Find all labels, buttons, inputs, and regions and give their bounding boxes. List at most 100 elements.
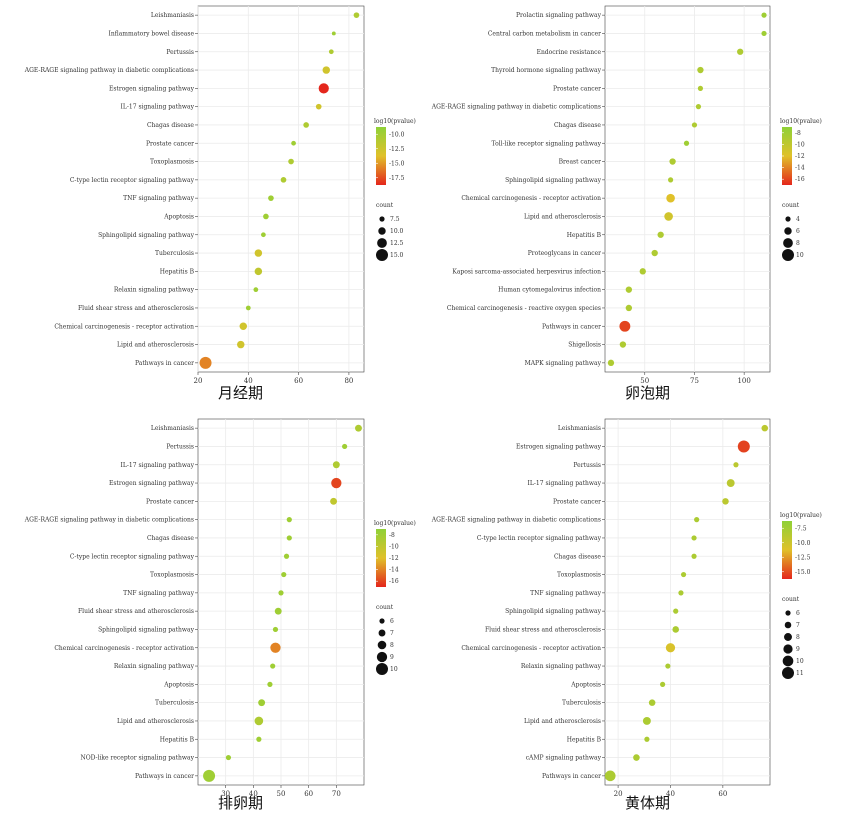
size-legend-dot (782, 667, 794, 679)
category-label: TNF signaling pathway (530, 590, 601, 597)
data-point (694, 517, 700, 523)
category-label: cAMP signaling pathway (526, 755, 602, 762)
data-point (648, 699, 656, 706)
size-legend-title: count (782, 596, 800, 603)
data-point (281, 571, 287, 578)
size-legend-dot (783, 644, 793, 654)
category-label: Chagas disease (554, 553, 601, 560)
data-point (258, 699, 266, 707)
color-legend-label: -16 (389, 578, 399, 585)
category-label: IL-17 signaling pathway (121, 104, 195, 111)
category-label: Breast cancer (559, 159, 602, 166)
category-label: Prostate cancer (146, 140, 194, 147)
category-label: NOD-like receptor signaling pathway (80, 755, 194, 762)
color-legend-label: -8 (795, 130, 801, 137)
size-legend-dot (784, 227, 792, 235)
category-label: Pathways in cancer (135, 360, 194, 367)
data-point (225, 754, 232, 761)
color-legend-label: -16 (795, 176, 805, 183)
category-label: C-type lectin receptor signaling pathway (70, 553, 195, 560)
category-label: Central carbon metabolism in cancer (488, 30, 601, 37)
chart-panel-2: Prolactin signaling pathway Central carbo… (431, 5, 822, 402)
chart-panel-4: Leishmaniasis Estrogen signaling pathway P… (431, 418, 822, 812)
size-legend-label: 10 (390, 666, 398, 673)
size-legend-label: 4 (796, 216, 800, 223)
color-legend-title: log10(pvalue) (780, 118, 822, 125)
color-legend-label: -17.5 (389, 175, 405, 182)
category-label: Chemical carcinogenesis - reactive oxyge… (447, 305, 601, 312)
data-point (625, 286, 633, 293)
size-legend-label: 9 (390, 654, 394, 661)
size-legend-label: 12.5 (390, 240, 404, 247)
color-legend-title: log10(pvalue) (780, 512, 822, 519)
category-label: Pertussis (166, 443, 194, 450)
data-point (286, 535, 292, 541)
category-label: Pertussis (166, 49, 194, 56)
category-label: Thyroid hormone signaling pathway (491, 67, 602, 74)
size-legend-label: 10 (796, 252, 804, 259)
size-legend-label: 10.0 (390, 228, 404, 235)
size-legend-dot (376, 663, 388, 675)
category-label: Leishmaniasis (558, 425, 601, 432)
x-tick-label: 50 (277, 790, 286, 798)
category-label: C-type lectin receptor signaling pathway (70, 177, 195, 184)
size-legend-title: count (376, 202, 394, 209)
category-label: C-type lectin receptor signaling pathway (477, 535, 602, 542)
color-legend-bar (376, 529, 386, 587)
data-point (665, 663, 671, 669)
category-label: Hepatitis B (160, 736, 195, 743)
data-point (672, 626, 679, 633)
data-point (288, 158, 294, 165)
data-point (331, 31, 336, 36)
category-label: Hepatitis B (567, 736, 602, 743)
data-point (245, 305, 251, 311)
color-legend-bar (782, 521, 792, 579)
x-tick-label: 40 (666, 790, 675, 798)
data-point (761, 30, 767, 37)
size-legend-dot (784, 621, 792, 629)
category-label: Fluid shear stress and atherosclerosis (78, 305, 194, 312)
data-point (270, 642, 281, 653)
data-point (272, 626, 279, 633)
data-point (726, 479, 735, 488)
x-tick-label: 40 (244, 377, 253, 385)
color-legend-label: -14 (795, 165, 805, 172)
x-tick-label: 60 (304, 790, 313, 798)
x-tick-label: 75 (690, 377, 699, 385)
data-point (270, 663, 276, 669)
category-label: Hepatitis B (160, 268, 195, 275)
data-point (303, 122, 309, 128)
data-point (737, 48, 744, 55)
category-label: Toxoplasmosis (557, 572, 601, 579)
category-label: Prostate cancer (553, 85, 601, 92)
size-legend-dot (377, 238, 387, 248)
data-point (722, 498, 729, 505)
data-point (695, 104, 702, 110)
size-legend-label: 8 (390, 642, 394, 649)
color-legend-label: -10 (795, 141, 805, 148)
category-label: Leishmaniasis (151, 12, 194, 19)
category-label: Relaxin signaling pathway (521, 663, 602, 670)
data-point (633, 754, 640, 761)
category-label: Pertussis (573, 462, 601, 469)
x-tick-label: 100 (737, 377, 750, 385)
data-point (355, 424, 362, 432)
size-legend-label: 11 (796, 670, 804, 677)
data-point (331, 477, 342, 489)
color-legend-label: -12.5 (389, 146, 405, 153)
data-point (697, 66, 704, 74)
category-label: Leishmaniasis (151, 425, 194, 432)
category-label: Proteoglycans in cancer (528, 250, 601, 257)
category-label: Lipid and atherosclerosis (117, 718, 194, 725)
data-point (697, 85, 704, 91)
data-point (268, 195, 274, 201)
category-label: Chagas disease (554, 122, 601, 129)
x-tick-label: 20 (194, 377, 203, 385)
data-point (278, 590, 284, 596)
category-label: Sphingolipid signaling pathway (505, 177, 602, 184)
category-label: Prostate cancer (146, 498, 194, 505)
data-point (203, 769, 216, 782)
panel-caption: 排卵期 (218, 794, 263, 812)
size-legend-label: 7 (390, 630, 394, 637)
